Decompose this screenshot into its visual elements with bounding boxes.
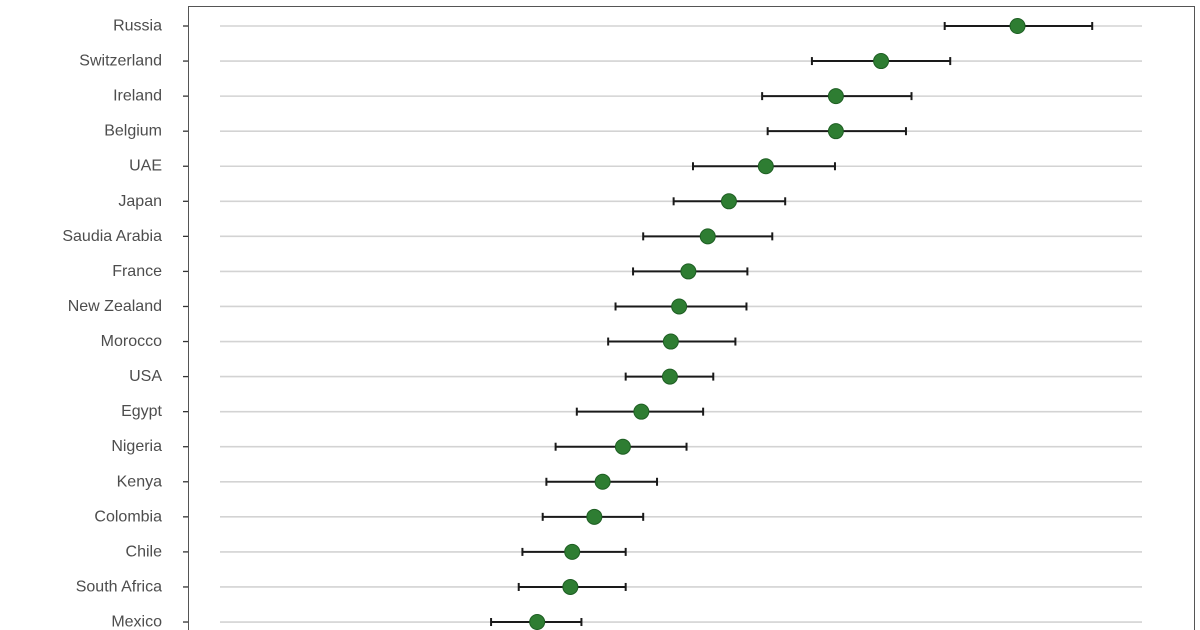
point-belgium xyxy=(827,123,844,140)
point-uae xyxy=(757,158,774,175)
point-nigeria xyxy=(614,438,631,455)
point-france xyxy=(680,263,697,280)
y-tick-label-egypt: Egypt xyxy=(121,403,162,420)
y-tick-label-belgium: Belgium xyxy=(104,123,162,140)
y-tick-label-mexico: Mexico xyxy=(111,614,162,630)
point-saudia-arabia xyxy=(699,228,716,245)
point-chile xyxy=(564,543,581,560)
y-tick-label-colombia: Colombia xyxy=(94,508,162,525)
point-colombia xyxy=(586,508,603,525)
y-axis: Russia Switzerland Ireland Belgium UAE Japan S… xyxy=(62,6,189,630)
point-south-africa xyxy=(562,578,579,595)
gridlines xyxy=(220,25,1142,623)
y-tick-label-uae: UAE xyxy=(129,158,162,175)
point-japan xyxy=(720,193,737,210)
y-tick-label-france: France xyxy=(112,263,162,280)
y-tick-label-south-africa: South Africa xyxy=(76,578,162,595)
y-tick-label-new-zealand: New Zealand xyxy=(68,298,162,315)
y-tick-label-japan: Japan xyxy=(118,193,162,210)
y-tick-label-russia: Russia xyxy=(113,18,162,35)
y-tick-label-switzerland: Switzerland xyxy=(79,53,162,70)
point-mexico xyxy=(529,614,546,630)
point-morocco xyxy=(662,333,679,350)
y-tick-label-ireland: Ireland xyxy=(113,88,162,105)
panel-border xyxy=(188,6,1195,630)
point-ireland xyxy=(827,88,844,105)
y-tick-label-saudia-arabia: Saudia Arabia xyxy=(62,228,162,245)
point-usa xyxy=(661,368,678,385)
point-new-zealand xyxy=(671,298,688,315)
point-russia xyxy=(1009,18,1026,34)
point-kenya xyxy=(594,473,611,490)
y-tick-label-morocco: Morocco xyxy=(101,333,162,350)
y-tick-label-kenya: Kenya xyxy=(117,473,162,490)
error-bars xyxy=(490,22,1094,627)
point-switzerland xyxy=(873,53,890,70)
y-tick-label-usa: USA xyxy=(129,368,162,385)
y-tick-label-nigeria: Nigeria xyxy=(111,438,162,455)
point-egypt xyxy=(633,403,650,420)
y-tick-label-chile: Chile xyxy=(126,543,163,560)
data-points xyxy=(529,18,1026,630)
